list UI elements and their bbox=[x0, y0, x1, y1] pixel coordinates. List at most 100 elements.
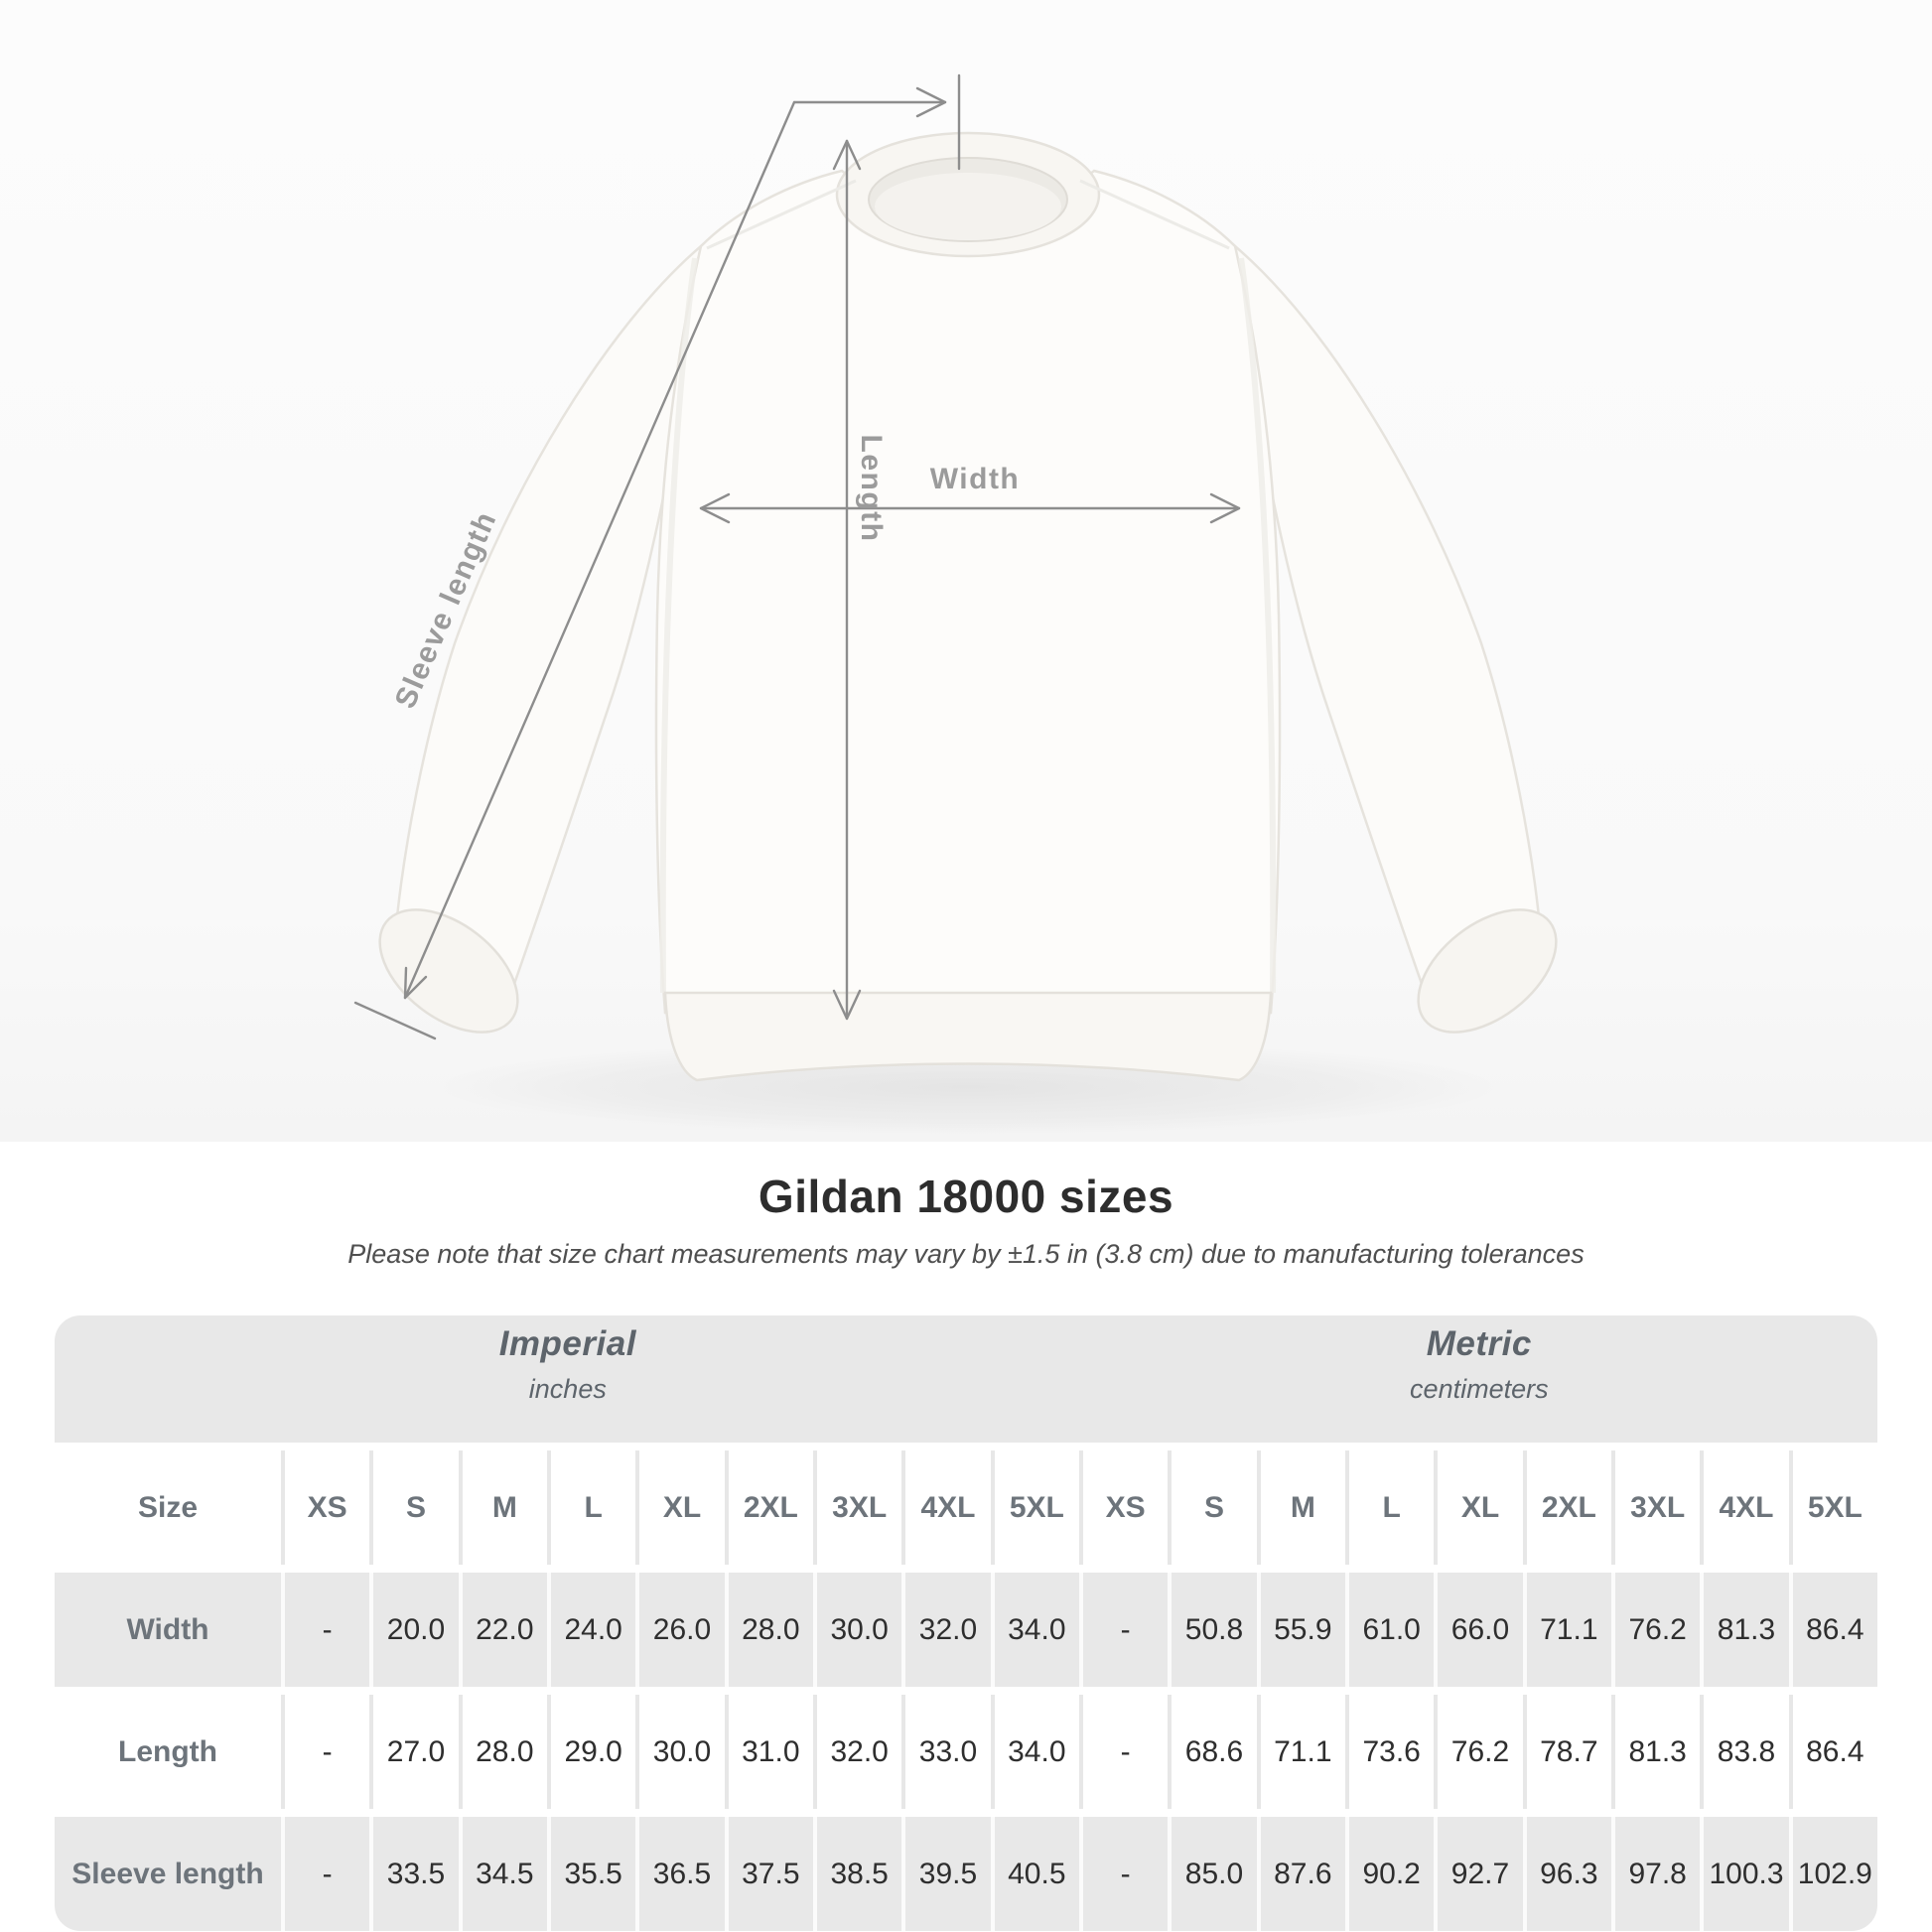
sleeve-end-tick bbox=[353, 1001, 437, 1040]
size-col-header-metric-s: S bbox=[1168, 1450, 1257, 1565]
waistband bbox=[663, 991, 1273, 1082]
value-cell: 36.5 bbox=[635, 1817, 725, 1931]
value-cell: - bbox=[1079, 1695, 1169, 1809]
value-cell: 34.5 bbox=[458, 1817, 547, 1931]
value-cell: 81.3 bbox=[1611, 1695, 1701, 1809]
size-col-header-metric-l: L bbox=[1345, 1450, 1435, 1565]
value-cell: 30.0 bbox=[813, 1573, 902, 1687]
right-shoulder-seam bbox=[1079, 179, 1230, 250]
value-cell: 78.7 bbox=[1522, 1695, 1611, 1809]
value-cell: 90.2 bbox=[1345, 1817, 1435, 1931]
value-cell: 76.2 bbox=[1611, 1573, 1701, 1687]
size-chart-table: Imperial inches Metric centimeters Size X… bbox=[55, 1315, 1877, 1931]
sweatshirt-photo bbox=[378, 131, 1558, 1082]
length-arrow bbox=[832, 139, 862, 1021]
value-cell: 86.4 bbox=[1788, 1695, 1877, 1809]
value-cell: 102.9 bbox=[1788, 1817, 1877, 1931]
value-cell: 40.5 bbox=[990, 1817, 1079, 1931]
value-cell: 97.8 bbox=[1611, 1817, 1701, 1931]
shoulder-reference-arrow bbox=[792, 73, 961, 171]
value-cell: 35.5 bbox=[547, 1817, 636, 1931]
value-cell: 34.0 bbox=[990, 1573, 1079, 1687]
value-cell: 28.0 bbox=[724, 1573, 813, 1687]
value-cell: 86.4 bbox=[1788, 1573, 1877, 1687]
value-cell: 28.0 bbox=[458, 1695, 547, 1809]
size-col-header-metric-m: M bbox=[1256, 1450, 1345, 1565]
left-seam bbox=[659, 257, 698, 994]
size-col-header-metric-4xl: 4XL bbox=[1700, 1450, 1789, 1565]
size-col-header-imperial-4xl: 4XL bbox=[901, 1450, 991, 1565]
value-cell: - bbox=[1079, 1817, 1169, 1931]
row-label-length: Length bbox=[55, 1695, 281, 1809]
size-col-header-imperial-xl: XL bbox=[635, 1450, 725, 1565]
length-label: Length bbox=[855, 435, 888, 543]
value-cell: 83.8 bbox=[1700, 1695, 1789, 1809]
value-cell: - bbox=[281, 1573, 370, 1687]
value-cell: 92.7 bbox=[1434, 1817, 1523, 1931]
value-cell: 66.0 bbox=[1434, 1573, 1523, 1687]
left-shoulder-seam bbox=[706, 179, 857, 250]
value-cell: 33.0 bbox=[901, 1695, 991, 1809]
right-cuff bbox=[1417, 908, 1558, 1034]
value-cell: 26.0 bbox=[635, 1573, 725, 1687]
body bbox=[654, 169, 1282, 1015]
size-col-header-metric-3xl: 3XL bbox=[1611, 1450, 1701, 1565]
size-col-header-imperial-2xl: 2XL bbox=[724, 1450, 813, 1565]
collar-inner-back bbox=[875, 173, 1061, 240]
value-cell: - bbox=[281, 1695, 370, 1809]
size-col-header-metric-xl: XL bbox=[1434, 1450, 1523, 1565]
row-label-sleeve-length: Sleeve length bbox=[55, 1817, 281, 1931]
unit-header-band: Imperial inches Metric centimeters bbox=[55, 1315, 1877, 1443]
product-figure: Length Width Sleeve length bbox=[0, 0, 1932, 1142]
value-cell: 27.0 bbox=[369, 1695, 459, 1809]
value-cell: 38.5 bbox=[813, 1817, 902, 1931]
value-cell: 37.5 bbox=[724, 1817, 813, 1931]
value-cell: 81.3 bbox=[1700, 1573, 1789, 1687]
size-col-header-imperial-s: S bbox=[369, 1450, 459, 1565]
value-cell: 87.6 bbox=[1256, 1817, 1345, 1931]
value-cell: 55.9 bbox=[1256, 1573, 1345, 1687]
value-cell: 68.6 bbox=[1168, 1695, 1257, 1809]
row-label-width: Width bbox=[55, 1573, 281, 1687]
metric-header: Metric centimeters bbox=[1081, 1315, 1877, 1443]
value-cell: 30.0 bbox=[635, 1695, 725, 1809]
width-label: Width bbox=[930, 463, 1021, 495]
value-cell: 39.5 bbox=[901, 1817, 991, 1931]
value-cell: 50.8 bbox=[1168, 1573, 1257, 1687]
value-cell: 20.0 bbox=[369, 1573, 459, 1687]
imperial-label: Imperial bbox=[498, 1323, 636, 1363]
size-col-header-metric-2xl: 2XL bbox=[1522, 1450, 1611, 1565]
size-col-header-imperial-xs: XS bbox=[281, 1450, 370, 1565]
value-cell: 71.1 bbox=[1522, 1573, 1611, 1687]
value-cell: 32.0 bbox=[813, 1695, 902, 1809]
value-cell: 24.0 bbox=[547, 1573, 636, 1687]
sleeve-length-arrow bbox=[353, 100, 796, 1040]
size-col-header-imperial-m: M bbox=[458, 1450, 547, 1565]
value-cell: 32.0 bbox=[901, 1573, 991, 1687]
value-cell: 100.3 bbox=[1700, 1817, 1789, 1931]
metric-unit-label: centimeters bbox=[1410, 1373, 1549, 1404]
tolerance-note: Please note that size chart measurements… bbox=[347, 1239, 1585, 1269]
size-column-header: Size bbox=[55, 1450, 281, 1565]
value-cell: 33.5 bbox=[369, 1817, 459, 1931]
size-table: Imperial inches Metric centimeters Size X… bbox=[55, 1315, 1877, 1931]
value-cell: 73.6 bbox=[1345, 1695, 1435, 1809]
metric-label: Metric bbox=[1426, 1323, 1532, 1363]
value-cell: 22.0 bbox=[458, 1573, 547, 1687]
size-col-header-metric-xs: XS bbox=[1079, 1450, 1169, 1565]
value-cell: - bbox=[1079, 1573, 1169, 1687]
sweatshirt-diagram: Length Width Sleeve length bbox=[0, 0, 1932, 1142]
value-cell: 71.1 bbox=[1256, 1695, 1345, 1809]
value-cell: 96.3 bbox=[1522, 1817, 1611, 1931]
width-arrow bbox=[699, 492, 1241, 524]
value-cell: 29.0 bbox=[547, 1695, 636, 1809]
left-cuff bbox=[378, 908, 519, 1034]
imperial-header: Imperial inches bbox=[55, 1315, 1081, 1443]
value-cell: 76.2 bbox=[1434, 1695, 1523, 1809]
value-cell: 31.0 bbox=[724, 1695, 813, 1809]
right-seam bbox=[1238, 257, 1277, 994]
value-cell: 61.0 bbox=[1345, 1573, 1435, 1687]
imperial-unit-label: inches bbox=[528, 1373, 607, 1404]
value-cell: 34.0 bbox=[990, 1695, 1079, 1809]
page-title: Gildan 18000 sizes bbox=[758, 1171, 1174, 1222]
